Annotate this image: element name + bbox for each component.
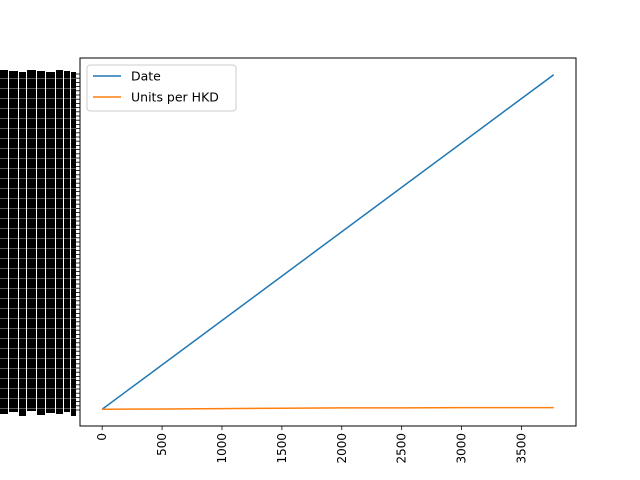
x-tick-label: 3500: [514, 433, 528, 464]
y-label-overlap-gap: [0, 218, 76, 219]
series-line-1: [102, 406, 554, 411]
x-tick-label: 0: [95, 433, 109, 441]
y-tick-labels-overlapping: [0, 70, 76, 416]
x-tick-label: 2500: [395, 433, 409, 464]
y-label-overlap-column: [27, 70, 36, 411]
y-label-overlap-column: [37, 71, 45, 415]
y-label-overlap-gap: [0, 388, 76, 389]
y-label-overlap-column: [56, 70, 63, 414]
y-label-overlap-gap: [0, 208, 76, 209]
x-axis-ticks: 0 500 1000 1500 2000 2500 3000 3500: [95, 426, 528, 464]
y-label-overlap-gap: [0, 118, 76, 119]
y-label-overlap-gap: [0, 338, 76, 339]
y-label-overlap-column: [71, 72, 76, 416]
y-label-overlap-gap: [0, 108, 76, 109]
y-label-overlap-gap: [0, 368, 76, 369]
y-label-overlap-gap: [0, 358, 76, 359]
x-tick-label: 2000: [335, 433, 349, 464]
series-line-0: [101, 74, 555, 410]
y-label-overlap-gap: [0, 308, 76, 309]
y-label-overlap-gap: [0, 298, 76, 299]
y-label-overlap-gap: [0, 228, 76, 229]
y-label-overlap-gap: [0, 198, 76, 199]
y-label-overlap-gap: [0, 88, 76, 89]
x-tick-label: 1000: [215, 433, 229, 464]
x-tick-label: 500: [155, 433, 169, 456]
y-label-overlap-gap: [0, 98, 76, 99]
y-label-overlap-gap: [0, 138, 76, 139]
y-label-overlap-column: [0, 70, 8, 414]
x-tick-label: 3000: [455, 433, 469, 464]
y-label-overlap-gap: [0, 398, 76, 399]
y-label-overlap-gap: [0, 318, 76, 319]
y-label-overlap-gap: [0, 128, 76, 129]
y-label-overlap-gap: [0, 258, 76, 259]
y-label-overlap-gap: [0, 168, 76, 169]
legend: Date Units per HKD: [86, 64, 237, 112]
x-tick-label: 1500: [275, 433, 289, 464]
y-label-overlap-gap: [0, 188, 76, 189]
y-label-overlap-gap: [0, 158, 76, 159]
y-label-overlap-gap: [0, 238, 76, 239]
y-label-overlap-gap: [0, 248, 76, 249]
y-label-overlap-gap: [0, 408, 76, 409]
y-label-overlap-gap: [0, 378, 76, 379]
y-label-overlap-column: [9, 71, 18, 412]
series-layer: [101, 74, 555, 411]
y-label-overlap-gap: [0, 148, 76, 149]
y-label-overlap-gap: [0, 178, 76, 179]
y-label-overlap-gap: [0, 328, 76, 329]
y-label-overlap-gap: [0, 268, 76, 269]
y-label-overlap-gap: [0, 348, 76, 349]
y-label-overlap-gap: [0, 278, 76, 279]
y-label-overlap-column: [19, 72, 26, 416]
legend-label-0: Date: [131, 69, 161, 84]
y-label-overlap-column: [46, 72, 55, 413]
y-label-overlap-gap: [0, 288, 76, 289]
y-axis-ticks: [76, 73, 80, 411]
legend-box: [86, 64, 237, 112]
y-label-overlap-column: [64, 71, 70, 412]
legend-label-1: Units per HKD: [131, 90, 219, 105]
y-label-overlap-gap: [0, 78, 76, 79]
